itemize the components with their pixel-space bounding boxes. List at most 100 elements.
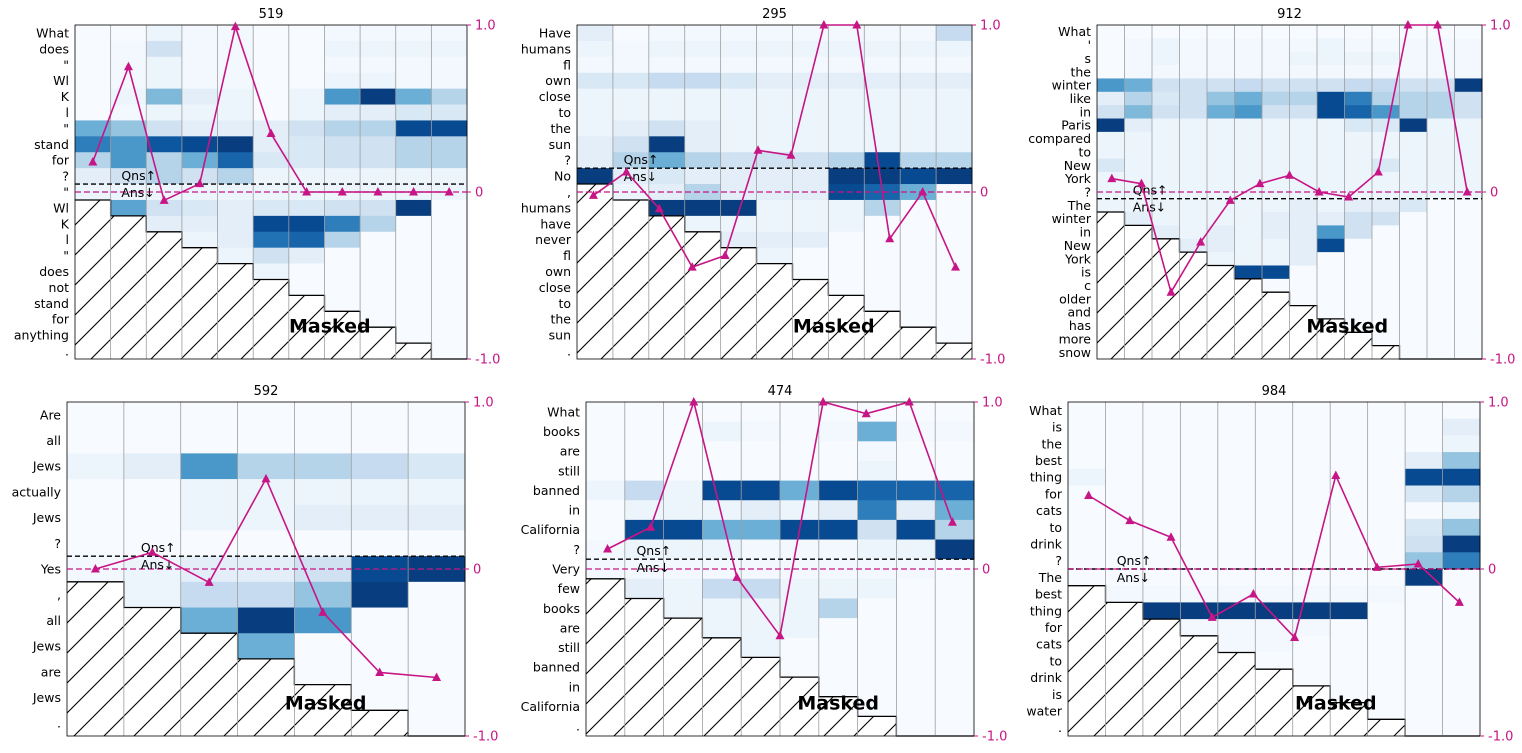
heatmap-cell: [936, 25, 973, 42]
heatmap-cell: [294, 658, 352, 686]
heatmap-cell: [1317, 145, 1345, 160]
heatmap-cell: [857, 657, 897, 678]
heatmap-cell: [146, 215, 183, 233]
heatmap-cell: [253, 231, 290, 249]
heatmap-cell: [1142, 435, 1181, 453]
heatmap-cell: [1179, 212, 1208, 226]
series-marker: [603, 543, 613, 553]
heatmap-cell: [741, 539, 781, 560]
heatmap-cell: [1427, 105, 1455, 120]
token-label: Have: [539, 25, 571, 40]
heatmap-cell: [1124, 38, 1153, 53]
heatmap-cell: [1367, 602, 1406, 620]
heatmap-cell: [1292, 602, 1331, 620]
heatmap-cell: [864, 152, 901, 169]
masked-region: [1068, 585, 1480, 736]
heatmap-cell: [351, 504, 409, 531]
heatmap-cell: [1217, 585, 1256, 603]
token-label: ?: [62, 169, 69, 184]
series-marker: [1331, 470, 1341, 479]
heatmap-cell: [431, 231, 468, 249]
heatmap-cell: [75, 25, 112, 42]
heatmap-cell: [828, 199, 865, 217]
heatmap-cell: [75, 168, 112, 185]
heatmap-cell: [1105, 452, 1144, 470]
series-marker: [302, 187, 312, 196]
token-label: c: [1084, 278, 1091, 293]
heatmap-cell: [1234, 51, 1263, 66]
heatmap-cell: [1234, 131, 1263, 146]
heatmap-cell: [648, 152, 686, 169]
heatmap-cell: [1292, 485, 1331, 503]
heatmap-cell: [896, 460, 936, 482]
heatmap-cell: [900, 152, 937, 169]
heatmap-cell: [181, 231, 219, 249]
heatmap-cell: [360, 40, 397, 58]
heatmap-cell: [1344, 198, 1373, 213]
series-marker: [147, 547, 157, 556]
heatmap-cell: [1105, 435, 1144, 453]
token-label: New: [1064, 158, 1091, 173]
heatmap-cell: [1344, 158, 1373, 173]
heatmap-cell: [395, 120, 432, 137]
heatmap-cell: [1367, 635, 1406, 653]
series-marker: [654, 203, 664, 213]
heatmap-cell: [896, 598, 936, 619]
heatmap-cell: [663, 539, 703, 560]
heatmap-cell: [395, 199, 432, 217]
heatmap-cell: [431, 168, 468, 185]
heatmap-cell: [1442, 702, 1481, 720]
token-label: few: [558, 581, 580, 596]
heatmap-cell: [217, 40, 254, 58]
heatmap-cell: [1105, 585, 1144, 603]
heatmap-cell: [1180, 418, 1219, 436]
heatmap-cell: [75, 136, 112, 153]
heatmap-cell: [612, 25, 650, 42]
heatmap-cell: [431, 215, 468, 233]
heatmap-cell: [181, 215, 219, 233]
heatmap-cell: [896, 578, 936, 599]
token-label: in: [569, 679, 580, 694]
heatmap-cell: [1207, 38, 1235, 53]
heatmap-cell: [1255, 485, 1294, 503]
heatmap-cell: [1255, 518, 1294, 537]
token-label: own: [545, 73, 571, 88]
series-marker: [861, 408, 871, 418]
heatmap-cell: [663, 559, 703, 580]
heatmap-cell: [217, 184, 254, 201]
token-label: ": [63, 57, 69, 72]
series-marker: [818, 397, 828, 406]
series-marker: [1314, 187, 1324, 196]
heatmap-cell: [1292, 418, 1331, 436]
ans-label: Ans↓: [1117, 570, 1150, 585]
heatmap-cell: [864, 72, 901, 90]
heatmap-cell: [828, 263, 865, 280]
heatmap-cell: [1330, 418, 1369, 436]
series-marker: [337, 187, 347, 196]
heatmap-cell: [936, 104, 973, 121]
right-axis-tick-label: 0: [1490, 186, 1498, 201]
heatmap-cell: [253, 168, 290, 185]
heatmap-cell: [360, 247, 397, 265]
heatmap-cell: [828, 104, 865, 121]
heatmap-cell: [818, 460, 859, 482]
heatmap-cell: [431, 56, 468, 74]
heatmap-cell: [1454, 25, 1483, 39]
heatmap-cell: [857, 480, 897, 501]
heatmap-cell: [395, 279, 432, 296]
heatmap-cell: [1152, 131, 1180, 146]
token-label: compared: [1028, 131, 1091, 146]
heatmap-cell: [818, 519, 859, 541]
heatmap-cell: [936, 215, 973, 233]
heatmap-cell: [1289, 265, 1318, 280]
heatmap-cell: [123, 427, 182, 454]
token-label: to: [1049, 653, 1062, 668]
heatmap-cell: [1217, 485, 1256, 503]
heatmap-cell: [896, 519, 936, 541]
token-label: .: [1058, 720, 1062, 735]
heatmap-cell: [936, 295, 973, 312]
heatmap-cell: [828, 152, 865, 169]
heatmap-cell: [792, 56, 829, 74]
heatmap-cell: [818, 539, 859, 560]
heatmap-cell: [780, 637, 820, 658]
